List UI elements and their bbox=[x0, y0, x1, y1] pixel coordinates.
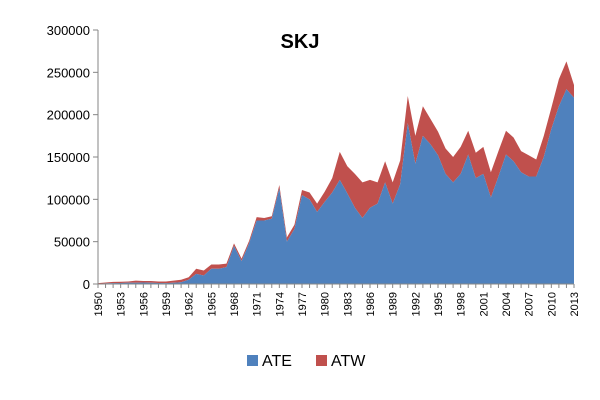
x-tick-label: 2001 bbox=[478, 292, 490, 316]
x-tick-label: 2004 bbox=[501, 292, 513, 316]
x-tick-label: 1980 bbox=[320, 292, 332, 316]
x-tick-label: 1986 bbox=[365, 292, 377, 316]
chart-title: SKJ bbox=[281, 31, 320, 53]
y-tick-label: 150000 bbox=[47, 150, 90, 165]
area-series-ate bbox=[98, 89, 574, 285]
legend-label-ate: ATE bbox=[262, 353, 292, 370]
x-axis-ticks: 1950 1953 1956 1959 1962 1965 1968 1971 1974 1977… bbox=[93, 284, 581, 316]
x-tick-label: 1971 bbox=[252, 292, 264, 316]
legend: ATE ATW bbox=[247, 353, 366, 370]
x-tick-label: 1995 bbox=[433, 292, 445, 316]
x-tick-label: 1998 bbox=[456, 292, 468, 316]
y-tick-label: 50000 bbox=[54, 235, 90, 250]
x-tick-label: 1992 bbox=[410, 292, 422, 316]
area-series-atw bbox=[98, 61, 574, 284]
x-tick-label: 1956 bbox=[138, 292, 150, 316]
legend-label-atw: ATW bbox=[331, 353, 366, 370]
x-tick-label: 1953 bbox=[116, 292, 128, 316]
plot-areas bbox=[98, 61, 574, 285]
x-tick-label: 2010 bbox=[546, 292, 558, 316]
y-tick-label: 250000 bbox=[47, 65, 90, 80]
y-axis-ticks: 0 50000 100000 150000 200000 250000 300000 bbox=[47, 23, 98, 292]
legend-swatch-atw bbox=[316, 355, 327, 366]
y-tick-label: 300000 bbox=[47, 23, 90, 38]
x-tick-label: 1983 bbox=[342, 292, 354, 316]
x-tick-label: 1962 bbox=[184, 292, 196, 316]
x-tick-label: 1977 bbox=[297, 292, 309, 316]
x-tick-label: 1950 bbox=[93, 292, 105, 316]
x-tick-label: 1974 bbox=[274, 292, 286, 316]
x-tick-label: 1965 bbox=[206, 292, 218, 316]
y-tick-label: 0 bbox=[83, 277, 90, 292]
y-tick-label: 100000 bbox=[47, 192, 90, 207]
x-tick-label: 1959 bbox=[161, 292, 173, 316]
x-tick-label: 2007 bbox=[524, 292, 536, 316]
legend-swatch-ate bbox=[247, 355, 258, 366]
x-tick-label: 1989 bbox=[388, 292, 400, 316]
x-tick-label: 1968 bbox=[229, 292, 241, 316]
x-tick-label: 2013 bbox=[569, 292, 581, 316]
y-tick-label: 200000 bbox=[47, 108, 90, 123]
